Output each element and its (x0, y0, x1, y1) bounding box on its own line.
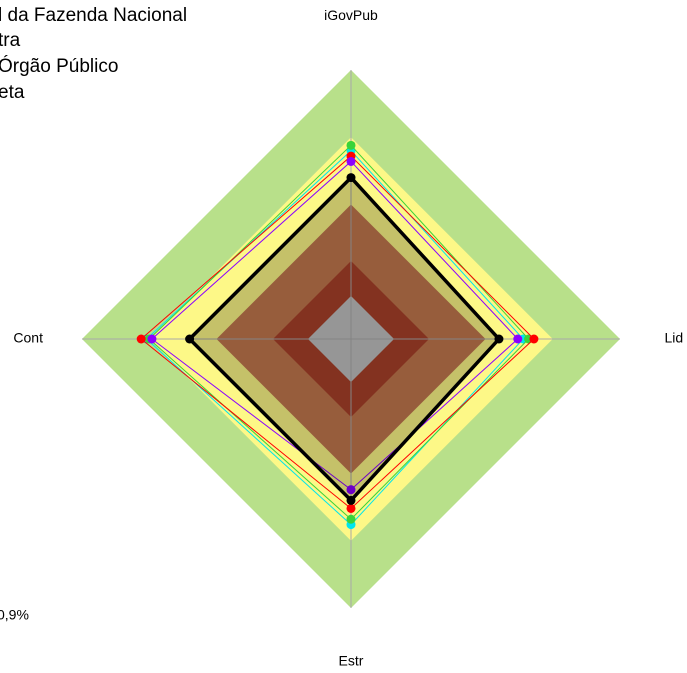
series-point (346, 173, 356, 183)
legend-text: tra (0, 30, 21, 51)
series-point (346, 485, 356, 495)
annotation: 0,9% (0, 607, 29, 623)
series-point (346, 514, 356, 524)
legend-text: eta (0, 82, 25, 103)
series-point (136, 334, 146, 344)
axis-label: Estr (339, 653, 364, 669)
series-point (529, 334, 539, 344)
series-point (346, 156, 356, 166)
axis-label: iGovPub (324, 7, 378, 23)
axis-label: Cont (13, 330, 43, 346)
series-point (346, 495, 356, 505)
series-point (494, 334, 504, 344)
series-point (346, 140, 356, 150)
axis-label: Lid (664, 330, 683, 346)
series-point (185, 334, 195, 344)
legend-text: l da Fazenda Nacional (0, 5, 187, 26)
legend-text: Órgão Público (0, 55, 118, 77)
series-point (513, 334, 523, 344)
series-point (147, 334, 157, 344)
annotation: , (0, 585, 1, 601)
series-point (346, 503, 356, 513)
